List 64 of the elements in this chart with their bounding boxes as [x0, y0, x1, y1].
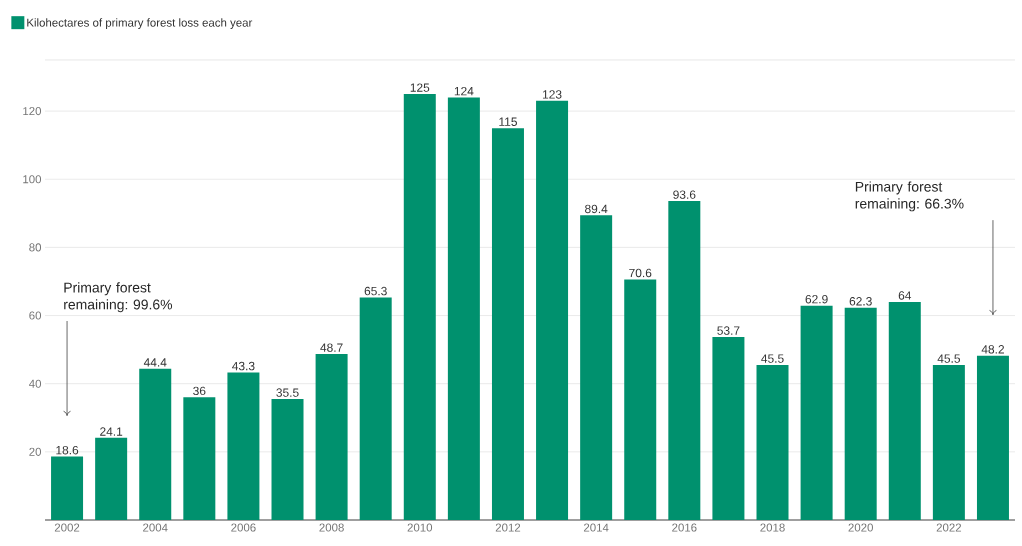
- legend-label: Kilohectares of primary forest loss each year: [27, 18, 253, 29]
- bar: [712, 337, 745, 520]
- data-label: 62.9: [805, 295, 828, 304]
- bar: [932, 364, 965, 520]
- bar: [271, 399, 304, 520]
- data-label: 35.5: [276, 388, 299, 397]
- data-label: 65.3: [364, 286, 387, 296]
- x-tick-label: 2018: [760, 523, 785, 532]
- y-tick-label: 20: [29, 447, 42, 456]
- data-label: 36: [193, 386, 206, 396]
- bar: [315, 354, 348, 520]
- bar: [447, 97, 480, 520]
- bar: [359, 297, 392, 520]
- data-label: 48.2: [981, 345, 1004, 354]
- data-label: 123: [542, 90, 562, 99]
- data-label: 124: [454, 86, 474, 96]
- data-label: 125: [410, 83, 430, 92]
- data-label: 53.7: [717, 326, 740, 335]
- data-label: 64: [898, 291, 912, 300]
- annotation: Primary forest remaining: 66.3%: [855, 181, 964, 212]
- data-label: 18.6: [56, 445, 79, 455]
- data-label: 93.6: [673, 190, 696, 199]
- y-tick-label: 100: [23, 175, 42, 184]
- y-tick-label: 80: [29, 243, 42, 252]
- annotation: Primary forest remaining: 99.6%: [64, 282, 173, 313]
- bar: [183, 397, 216, 520]
- bar: [51, 456, 84, 520]
- data-label: 70.6: [629, 268, 652, 278]
- bar: [95, 437, 128, 520]
- y-tick-label: 40: [29, 379, 42, 388]
- x-tick-label: 2020: [848, 523, 873, 532]
- data-label: 44.4: [143, 358, 167, 367]
- bar: [976, 355, 1009, 520]
- bar: [756, 364, 789, 520]
- bar: [888, 301, 921, 520]
- bar: [624, 279, 657, 520]
- data-label: 89.4: [585, 204, 608, 214]
- bar: [491, 128, 524, 520]
- bar: [844, 307, 877, 520]
- data-label: 24.1: [100, 427, 123, 436]
- bar: [668, 201, 701, 520]
- x-tick-label: 2004: [143, 523, 168, 532]
- x-tick-label: 2002: [54, 523, 80, 532]
- y-tick-label: 120: [23, 107, 42, 116]
- data-label: 45.5: [761, 354, 784, 363]
- bar: [139, 368, 172, 520]
- data-label: 115: [499, 117, 517, 126]
- bar: [580, 215, 613, 520]
- x-tick-label: 2016: [672, 523, 697, 532]
- bar: [227, 372, 260, 520]
- x-tick-label: 2006: [231, 523, 256, 532]
- x-tick-label: 2012: [495, 523, 521, 532]
- x-tick-label: 2014: [583, 523, 609, 532]
- data-label: 43.3: [232, 361, 255, 371]
- y-tick-label: 60: [29, 311, 42, 320]
- bar: [800, 305, 833, 520]
- x-tick-label: 2008: [319, 523, 344, 532]
- data-label: 48.7: [320, 343, 343, 352]
- data-label: 45.5: [937, 354, 960, 363]
- bar: [403, 94, 436, 520]
- data-label: 62.3: [849, 297, 872, 306]
- x-tick-label: 2022: [936, 523, 962, 532]
- x-tick-label: 2010: [407, 523, 433, 532]
- bar: [536, 100, 569, 520]
